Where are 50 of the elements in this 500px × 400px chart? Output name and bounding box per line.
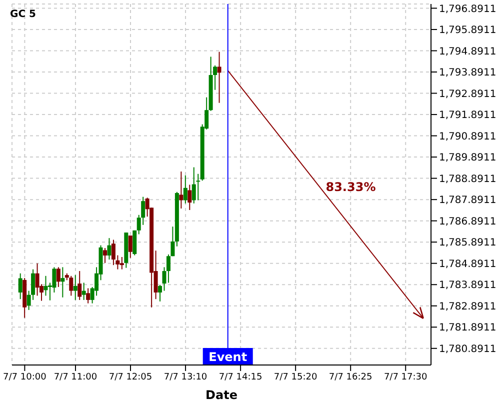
y-tick-label: 1,785.8911	[439, 238, 496, 249]
candlestick	[179, 171, 184, 210]
candlestick	[188, 184, 192, 211]
x-tick-label: 7/7 10:00	[3, 372, 47, 382]
x-tick-label: 7/7 11:00	[54, 372, 98, 382]
y-tick-label: 1,796.8911	[439, 4, 496, 15]
y-tick-label: 1,791.8911	[439, 110, 496, 122]
x-tick-label: 7/7 14:15	[218, 372, 262, 382]
y-tick-label: 1,788.8911	[439, 174, 496, 185]
y-tick-label: 1,782.8911	[439, 301, 496, 312]
candlestick	[69, 275, 74, 296]
candlestick	[120, 256, 124, 270]
x-axis-title: Date	[206, 388, 238, 400]
x-tick-label: 7/7 17:30	[384, 372, 428, 382]
y-tick-label: 1,790.8911	[439, 131, 496, 142]
candlestick	[183, 174, 188, 204]
y-tick-label: 1,795.8911	[439, 25, 496, 36]
y-tick-label: 1,783.8911	[439, 280, 496, 292]
y-tick-label: 1,781.8911	[439, 322, 496, 334]
candlestick	[128, 235, 132, 258]
annotation: 83.33%	[326, 180, 376, 194]
candlestick	[107, 238, 112, 260]
candlestick	[132, 230, 137, 256]
candlestick	[18, 272, 22, 300]
x-tick-label: 7/7 12:05	[108, 372, 152, 382]
y-tick-label: 1,789.8911	[439, 152, 496, 164]
candlestick	[44, 275, 48, 296]
candlestick	[60, 266, 65, 298]
candlestick	[56, 266, 60, 288]
candlestick	[86, 288, 90, 304]
x-tick-label: 7/7 13:10	[164, 372, 208, 382]
candlestick	[217, 51, 222, 104]
y-tick-label: 1,792.8911	[439, 88, 496, 100]
y-tick-label: 1,793.8911	[439, 68, 496, 79]
candlestick	[162, 266, 166, 292]
y-tick-label: 1,794.8911	[439, 46, 496, 58]
x-tick-label: 7/7 16:25	[328, 372, 372, 382]
text: GC 5	[10, 9, 36, 20]
candlestick	[102, 248, 107, 264]
candlestick	[82, 282, 86, 300]
candlestick	[78, 270, 82, 300]
y-tick-label: 1,787.8911	[439, 195, 496, 206]
y-tick-label: 1,784.8911	[439, 258, 496, 270]
x-tick-label: 7/7 15:20	[274, 372, 318, 382]
candlestick	[192, 166, 196, 204]
y-tick-label: 1,786.8911	[439, 216, 496, 228]
y-tick-label: 1,780.8911	[439, 344, 496, 355]
ref-line-label: Event	[208, 350, 248, 364]
candlestick	[111, 239, 116, 266]
candlestick	[73, 274, 78, 300]
